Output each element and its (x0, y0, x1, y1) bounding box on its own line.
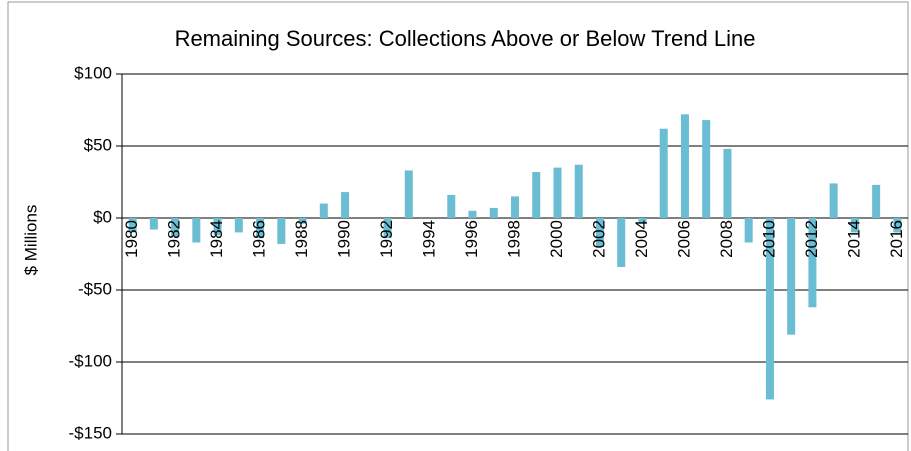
x-tick-label: 2016 (887, 220, 906, 258)
bar (659, 128, 668, 218)
x-tick-label: 1980 (122, 220, 141, 258)
x-tick-label: 1986 (250, 220, 269, 258)
bar (511, 196, 519, 218)
bar (808, 218, 817, 308)
x-tick-label: 2004 (632, 220, 651, 258)
bar (213, 218, 222, 236)
bar (532, 171, 541, 218)
y-axis-label: $ Millions (21, 205, 40, 276)
y-tick-label: $0 (93, 207, 112, 226)
x-tick-label: 1990 (335, 220, 354, 258)
x-tick-label: 1996 (462, 220, 481, 258)
bar (319, 203, 328, 218)
bar (383, 218, 392, 239)
bar (850, 218, 859, 233)
x-tick-label: 2008 (717, 220, 736, 258)
bar (638, 218, 647, 224)
bar (553, 167, 562, 218)
bar (171, 218, 180, 237)
bar (256, 218, 265, 239)
bar (829, 183, 838, 218)
x-tick-label: 1988 (292, 220, 311, 258)
bar (404, 170, 413, 218)
bar (574, 164, 583, 218)
bar (277, 218, 286, 244)
y-tick-label: $100 (74, 63, 112, 82)
y-tick-label: -$100 (69, 351, 112, 370)
x-tick-label: 2002 (589, 220, 608, 258)
x-tick-label: 2010 (759, 220, 778, 258)
bar (595, 218, 604, 247)
y-tick-label: -$50 (78, 279, 112, 298)
x-tick-label: 1984 (207, 220, 226, 258)
bar (765, 218, 774, 400)
chart-title: Remaining Sources: Collections Above or … (175, 26, 756, 51)
bar (680, 114, 689, 218)
bar (341, 192, 350, 218)
y-tick-label: -$150 (69, 423, 112, 442)
bar (192, 218, 201, 243)
x-tick-label: 1994 (420, 220, 439, 258)
bar (128, 218, 137, 233)
x-tick-label: 2006 (674, 220, 693, 258)
x-tick-label: 1998 (504, 220, 523, 258)
bar (787, 218, 796, 335)
bar (298, 218, 307, 224)
bar (893, 218, 902, 233)
bar (872, 184, 881, 218)
frame (7, 1, 909, 451)
x-tick-label: 2014 (844, 220, 863, 258)
bar (723, 148, 732, 218)
x-tick-label: 2012 (802, 220, 821, 258)
bar (468, 210, 477, 218)
x-tick-label: 1982 (165, 220, 184, 258)
y-tick-label: $50 (84, 135, 112, 154)
bar (234, 218, 243, 233)
x-tick-label: 2000 (547, 220, 566, 258)
bar (489, 207, 498, 218)
bar (702, 120, 711, 218)
bar (149, 218, 158, 230)
bar (447, 194, 456, 218)
x-tick-label: 1992 (377, 220, 396, 258)
bar (617, 218, 626, 267)
bar (744, 218, 753, 243)
